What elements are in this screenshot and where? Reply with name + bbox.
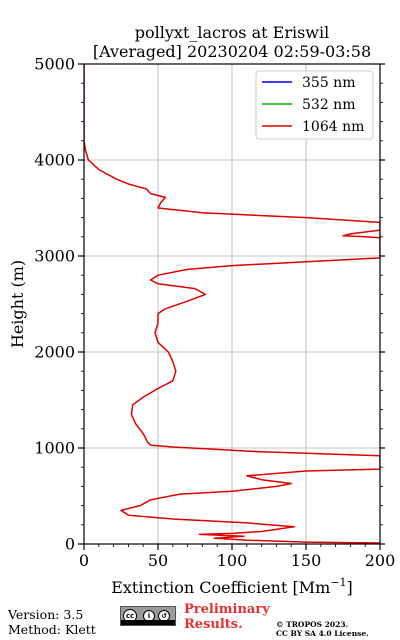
legend-label-532: 532 nm: [302, 97, 355, 113]
x-tick-label: 100: [217, 551, 248, 570]
version-text: Version: 3.5: [8, 607, 84, 622]
preliminary-line1: Preliminary: [184, 602, 270, 617]
legend-label-1064: 1064 nm: [302, 119, 364, 135]
copyright-line1: © TROPOS 2023.: [276, 620, 349, 629]
axis-ticks: [78, 63, 385, 550]
extinction-profile-chart: pollyxt_lacros at Eriswil [Averaged] 202…: [8, 23, 395, 597]
preliminary-notice: Preliminary Results.: [184, 602, 270, 632]
method-text: Method: Klett: [8, 622, 96, 637]
cc-license-badge: cc i ↺: [120, 606, 176, 626]
x-tick-labels: 0 50 100 150 200: [79, 551, 395, 570]
version-info: Version: 3.5 Method: Klett: [8, 607, 96, 637]
copyright-notice: © TROPOS 2023. CC BY SA 4.0 License.: [276, 620, 369, 638]
y-tick-label: 1000: [34, 439, 75, 458]
badge-label-bar: [121, 620, 175, 625]
legend-label-355: 355 nm: [302, 75, 355, 91]
x-axis-label: Extinction Coefficient [Mm−1]: [111, 576, 353, 597]
series-line-1064-nm: [84, 64, 380, 544]
series-layer: [84, 64, 380, 544]
chart-title-line1: pollyxt_lacros at Eriswil: [135, 23, 329, 42]
y-tick-label: 4000: [34, 151, 75, 170]
chart-title-line2: [Averaged] 20230204 02:59-03:58: [93, 42, 371, 61]
y-tick-label: 3000: [34, 247, 75, 266]
copyright-line2: CC BY SA 4.0 License.: [276, 629, 369, 638]
y-tick-labels: 0 1000 2000 3000 4000 5000: [34, 55, 75, 554]
x-tick-label: 150: [291, 551, 322, 570]
y-tick-label: 0: [65, 535, 75, 554]
legend: 355 nm 532 nm 1064 nm: [255, 70, 374, 140]
x-tick-label: 50: [148, 551, 168, 570]
x-tick-label: 0: [79, 551, 89, 570]
y-tick-label: 2000: [34, 343, 75, 362]
preliminary-line2: Results.: [184, 617, 243, 632]
y-tick-label: 5000: [34, 55, 75, 74]
legend-box: [255, 70, 374, 140]
y-axis-label: Height (m): [8, 260, 27, 348]
x-tick-label: 200: [365, 551, 396, 570]
